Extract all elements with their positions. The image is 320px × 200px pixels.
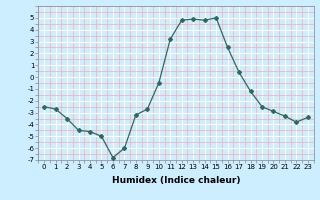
X-axis label: Humidex (Indice chaleur): Humidex (Indice chaleur) <box>112 176 240 185</box>
